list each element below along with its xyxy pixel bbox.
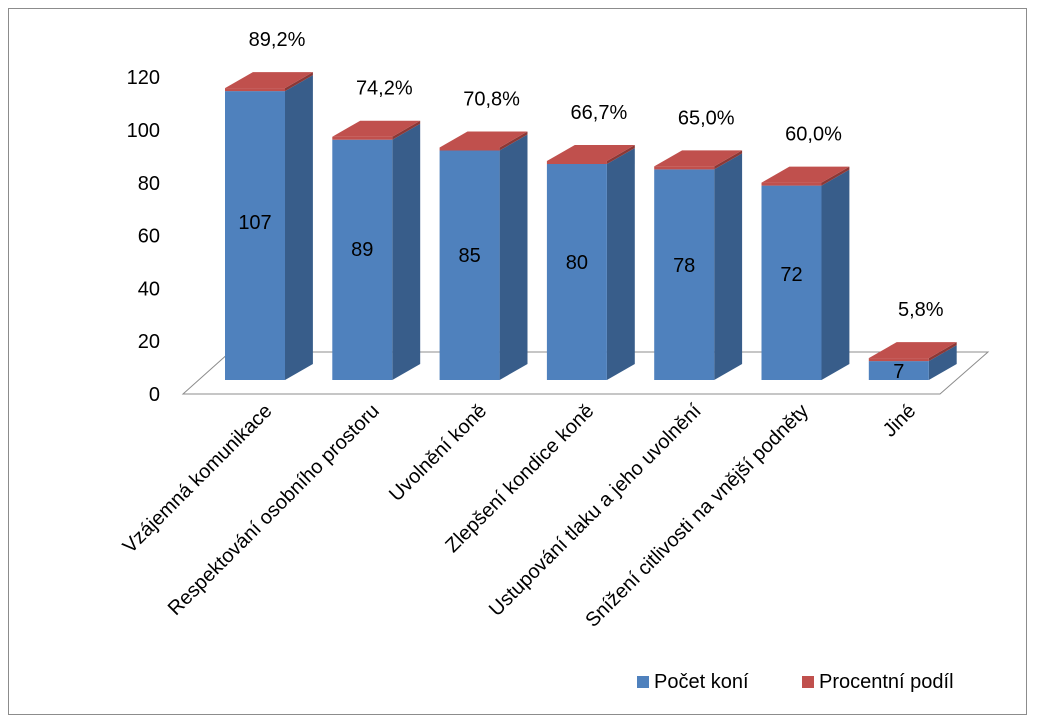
bar-side (714, 153, 743, 380)
category-label: Jiné (879, 400, 921, 442)
bar-side (928, 345, 957, 380)
bar-percent-cap-top (654, 150, 743, 167)
y-tick-label: 40 (138, 278, 160, 300)
bar-percent-cap-side (285, 72, 313, 92)
legend-item-count-swatch (637, 676, 649, 688)
bar-percent-cap-front (654, 166, 715, 170)
data-label-percent: 70,8% (463, 89, 520, 111)
bar-percent-cap-front (868, 358, 929, 362)
bar-percent-cap-side (392, 120, 421, 140)
bar-count (225, 91, 285, 380)
data-label-percent: 65,0% (678, 107, 735, 129)
y-tick-label: 0 (149, 384, 160, 406)
bar-percent-cap-side (714, 150, 743, 170)
bar-percent-cap-top (225, 72, 313, 89)
data-label-percent: 5,8% (898, 299, 944, 321)
category-label: Uvolnění koně (385, 400, 491, 506)
bar-percent-cap-side (821, 166, 850, 186)
bar-count (546, 164, 607, 380)
bar-count (761, 185, 822, 380)
bar-percent-cap-top (546, 145, 635, 161)
legend-item-percent-label: Procentní podíl (819, 671, 954, 693)
bar-count (439, 150, 500, 380)
bar-percent-cap-top (439, 131, 528, 148)
bar-side (285, 75, 313, 380)
legend-item-count-label: Počet koní (654, 671, 749, 693)
y-tick-label: 60 (138, 226, 160, 248)
bar-count (868, 361, 929, 380)
bar-count (332, 139, 393, 380)
bar-percent-cap-front (332, 136, 393, 140)
bar-percent-cap-side (928, 342, 957, 362)
bar-percent-cap-top (761, 166, 850, 183)
y-tick-label: 80 (138, 173, 160, 195)
data-label-count: 7 (893, 361, 904, 383)
y-tick-label: 20 (138, 331, 160, 353)
bar-percent-cap-top (868, 342, 957, 359)
data-label-count: 107 (238, 212, 271, 234)
category-label: Respektování osobního prostoru (164, 400, 384, 620)
bar-side (606, 148, 635, 380)
data-label-percent: 60,0% (785, 124, 842, 146)
data-label-percent: 74,2% (356, 78, 413, 100)
bar-percent-cap-front (761, 182, 822, 186)
bar-side (499, 134, 528, 380)
bar-count (654, 169, 715, 380)
bar-percent-cap-side (499, 131, 528, 151)
y-tick-label: 120 (127, 67, 160, 89)
category-label: Ustupování tlaku a jeho uvolnění (485, 400, 706, 621)
data-label-count: 78 (673, 255, 695, 277)
bar-percent-cap-front (225, 88, 285, 92)
bar-percent-cap-side (606, 145, 635, 164)
bar-percent-cap-top (332, 120, 421, 137)
bar-side (821, 169, 850, 380)
data-label-percent: 89,2% (249, 29, 306, 51)
legend-item-percent-swatch (802, 676, 814, 688)
bar-side (392, 123, 421, 380)
bar-percent-cap-front (546, 161, 607, 164)
data-label-count: 72 (780, 264, 802, 286)
data-label-count: 80 (566, 252, 588, 274)
bar-percent-cap-front (439, 147, 500, 151)
data-label-count: 89 (351, 239, 373, 261)
data-label-percent: 66,7% (571, 102, 628, 124)
data-label-count: 85 (458, 245, 480, 267)
chart-floor (181, 351, 990, 395)
y-tick-label: 100 (127, 120, 160, 142)
category-label: Snížení citlivosti na vnější podněty (581, 400, 813, 632)
